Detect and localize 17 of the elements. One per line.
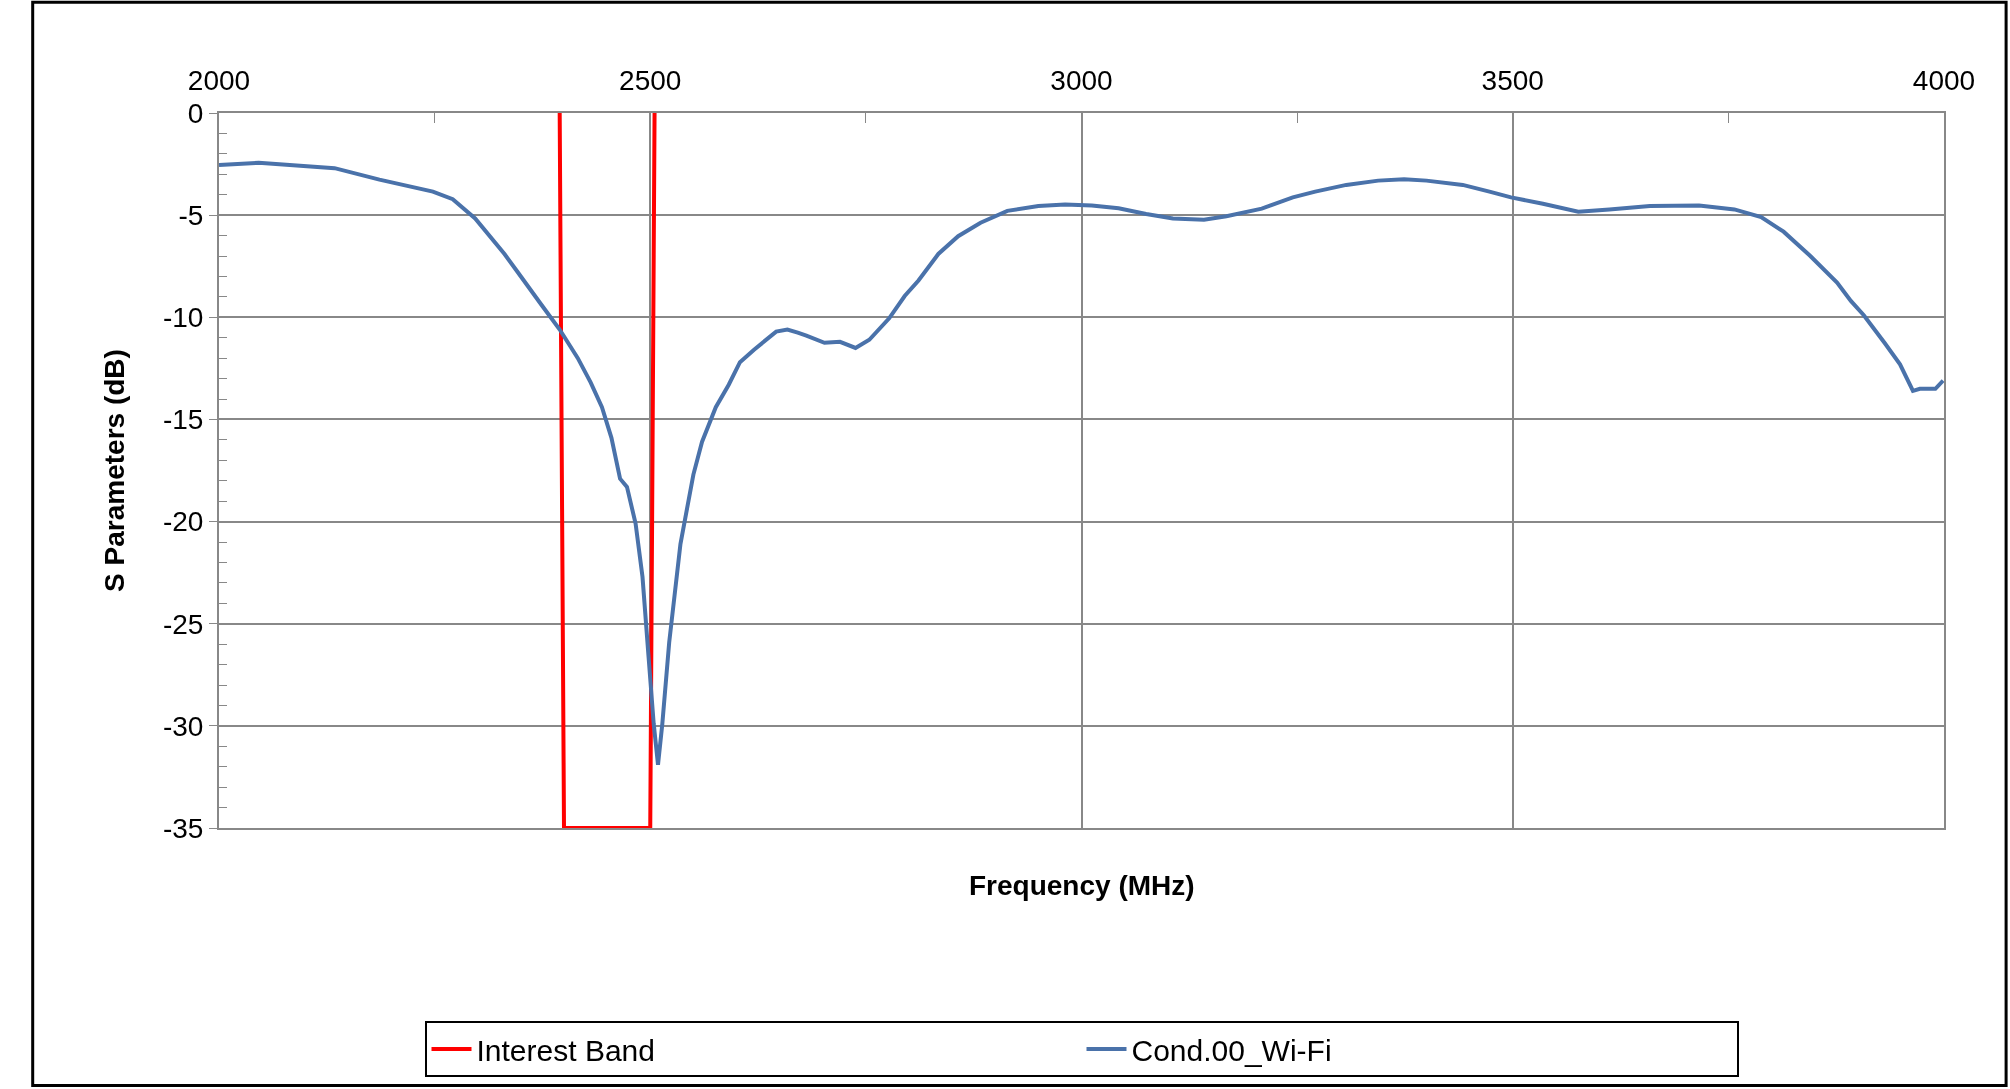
y-tick-label: -35 [162, 812, 204, 844]
x-tick-label: 4000 [1912, 64, 1976, 96]
y-tick-label: -20 [162, 506, 204, 538]
x-tick-label: 2500 [619, 64, 682, 96]
legend-label: Interest Band [476, 1033, 655, 1067]
legend-label: Cond.00_Wi-Fi [1131, 1033, 1332, 1067]
y-tick-label: -30 [162, 710, 204, 742]
x-tick-label: 3000 [1050, 64, 1113, 96]
x-tick-label: 3500 [1481, 64, 1544, 96]
y-tick-label: -10 [162, 302, 204, 334]
x-tick-label: 2000 [187, 64, 251, 96]
x-axis-title: Frequency (MHz) [969, 870, 1195, 901]
y-tick-label: -15 [162, 404, 204, 436]
y-axis-title: S Parameters (dB) [99, 349, 131, 592]
y-tick-label: 0 [187, 97, 204, 129]
y-tick-label: -25 [162, 608, 204, 640]
y-tick-label: -5 [178, 199, 204, 231]
